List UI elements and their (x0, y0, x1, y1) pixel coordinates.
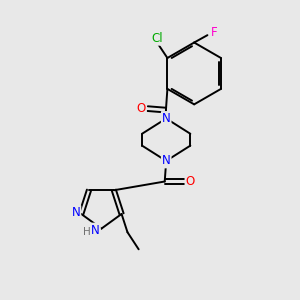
Text: Cl: Cl (151, 32, 163, 45)
Text: O: O (136, 102, 146, 115)
Text: N: N (162, 112, 171, 125)
Text: O: O (186, 175, 195, 188)
Text: F: F (211, 26, 217, 39)
Text: N: N (162, 154, 171, 167)
Text: N: N (72, 206, 80, 219)
Text: H: H (83, 227, 91, 237)
Text: N: N (91, 224, 100, 237)
